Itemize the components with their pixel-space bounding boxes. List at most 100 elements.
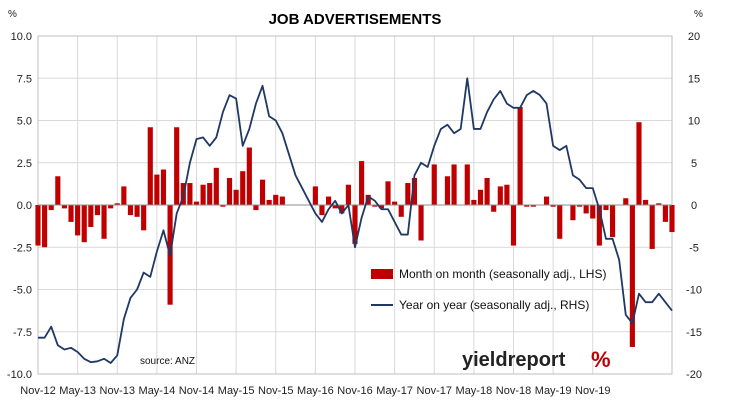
- brand-percent-icon: %: [591, 347, 611, 372]
- mom-bar: [497, 186, 503, 205]
- mom-bar: [656, 203, 662, 205]
- left-tick-label: -5.0: [13, 285, 32, 297]
- mom-bar: [352, 205, 358, 244]
- mom-bar: [431, 164, 437, 205]
- mom-bar: [643, 199, 649, 205]
- right-axis-ticks: -20 -15 -10 -5 0 5 10 15 20: [686, 31, 702, 381]
- mom-bar: [279, 196, 285, 205]
- mom-bar: [88, 205, 94, 227]
- mom-bar: [662, 205, 668, 222]
- mom-bar: [233, 189, 239, 205]
- x-tick-label: Nov-12: [20, 385, 55, 397]
- mom-bar: [200, 184, 206, 205]
- mom-bar: [636, 122, 642, 205]
- mom-bar: [174, 127, 180, 205]
- mom-bar: [207, 183, 213, 205]
- mom-bar: [477, 189, 484, 205]
- mom-bar: [332, 205, 338, 209]
- x-axis-ticks: Nov-12 May-13 Nov-13 May-14 Nov-14 May-15 Nov-…: [20, 385, 610, 397]
- mom-bar: [339, 205, 345, 214]
- mom-bar: [557, 205, 563, 239]
- mom-bar: [392, 201, 398, 205]
- mom-bar: [101, 205, 107, 239]
- mom-bar: [405, 183, 411, 205]
- x-tick-label: Nov-15: [258, 385, 293, 397]
- legend-bar-label: Month on month (seasonally adj., LHS): [399, 267, 606, 281]
- mom-bar: [147, 127, 153, 205]
- right-tick-label: 20: [688, 31, 700, 43]
- mom-bar: [609, 205, 616, 238]
- mom-bar: [121, 186, 127, 205]
- mom-bar: [623, 198, 629, 205]
- mom-bar: [312, 186, 318, 205]
- mom-bar: [253, 205, 259, 211]
- mom-bar: [649, 205, 655, 249]
- mom-bar: [629, 205, 635, 347]
- x-tick-label: May-14: [139, 385, 176, 397]
- x-tick-label: May-18: [456, 385, 493, 397]
- right-tick-label: -10: [686, 285, 702, 297]
- left-tick-label: 0.0: [17, 200, 32, 212]
- right-tick-label: -20: [686, 369, 702, 381]
- mom-bar: [213, 167, 219, 205]
- left-axis-ticks: -10.0 -7.5 -5.0 -2.5 0.0 2.5 5.0 7.5 10.0: [7, 31, 32, 381]
- mom-bar: [444, 176, 451, 205]
- x-tick-label: Nov-18: [496, 385, 531, 397]
- mom-bar: [160, 169, 167, 205]
- source-note: source: ANZ: [140, 356, 195, 367]
- left-tick-label: 10.0: [11, 31, 32, 43]
- right-unit-label: %: [694, 9, 703, 20]
- x-tick-label: Nov-19: [575, 385, 610, 397]
- mom-bar: [68, 205, 74, 222]
- brand-text: yieldreport: [462, 349, 566, 371]
- mom-bar: [48, 205, 54, 211]
- mom-bar: [240, 171, 246, 205]
- x-tick-label: May-19: [535, 385, 572, 397]
- mom-bar: [524, 205, 530, 207]
- mom-bar: [543, 196, 550, 205]
- mom-bar: [517, 106, 523, 205]
- mom-bar: [220, 205, 226, 207]
- mom-bar: [669, 205, 675, 233]
- mom-bar: [411, 177, 418, 205]
- mom-bar: [345, 184, 351, 205]
- right-tick-label: 0: [691, 200, 697, 212]
- mom-bar: [418, 205, 424, 241]
- mom-bar: [359, 161, 365, 205]
- mom-bar: [510, 205, 517, 246]
- mom-bar: [141, 205, 147, 231]
- chart-title: JOB ADVERTISEMENTS: [269, 11, 442, 28]
- right-tick-label: -5: [689, 242, 699, 254]
- mom-bar: [75, 205, 81, 236]
- mom-bar: [134, 205, 140, 217]
- legend: Month on month (seasonally adj., LHS) Ye…: [371, 267, 606, 312]
- mom-bar: [35, 205, 41, 246]
- mom-bar: [603, 205, 609, 211]
- mom-bar: [94, 205, 101, 216]
- mom-bar: [319, 205, 325, 216]
- mom-bar: [372, 205, 378, 207]
- x-tick-label: Nov-17: [417, 385, 452, 397]
- x-tick-label: May-13: [59, 385, 96, 397]
- left-tick-label: 7.5: [17, 73, 32, 85]
- mom-bar: [576, 205, 583, 207]
- mom-bar: [108, 205, 114, 209]
- left-tick-label: -7.5: [13, 327, 32, 339]
- mom-bar: [398, 205, 404, 217]
- right-tick-label: 10: [688, 116, 700, 128]
- mom-bar: [246, 147, 252, 205]
- mom-bar: [55, 176, 61, 205]
- mom-bar: [266, 199, 272, 205]
- mom-bar: [484, 177, 490, 205]
- left-tick-label: 5.0: [17, 116, 32, 128]
- mom-bar: [590, 205, 596, 219]
- right-tick-label: -15: [686, 327, 702, 339]
- mom-bar: [365, 194, 371, 205]
- mom-bar: [550, 205, 556, 207]
- mom-bar: [570, 205, 576, 221]
- mom-bar: [491, 205, 497, 212]
- mom-bar: [226, 177, 233, 205]
- mom-bar: [187, 183, 193, 205]
- mom-bar: [273, 194, 279, 205]
